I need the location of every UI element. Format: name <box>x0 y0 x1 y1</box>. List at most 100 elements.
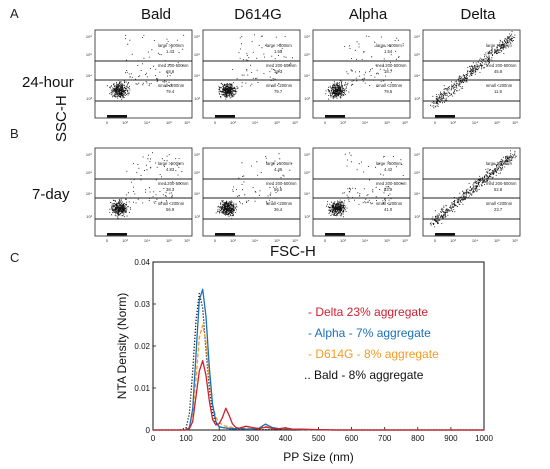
flow-edge-events <box>215 115 235 118</box>
y-tick-label: 0.04 <box>134 258 150 267</box>
flow-x-tick: 10⁶ <box>184 238 190 243</box>
legend-entry-delta: - Delta 23% aggregate <box>308 305 429 319</box>
flow-x-tick: 10⁶ <box>292 238 298 243</box>
flow-x-tick: 10⁶ <box>402 238 408 243</box>
x-tick-label: 500 <box>312 434 326 443</box>
flow-x-tick: 10⁵ <box>494 120 500 125</box>
gate-label-small: small <200nm <box>486 83 513 88</box>
flow-panel: 10⁶ 10⁵ 10⁴ 10³ 0 10³ 10⁴ 10⁵ 10⁶ large >500nm1.5… <box>304 29 411 125</box>
gate-value-med: 45.8 <box>494 69 503 74</box>
flow-x-tick: 10⁴ <box>362 120 368 125</box>
flow-x-tick: 10⁴ <box>252 120 258 125</box>
flow-panel-frame <box>312 147 411 237</box>
gate-value-large: 1.43 <box>166 49 175 54</box>
flow-edge-events <box>435 115 455 118</box>
panel-letter-a: A <box>10 6 19 21</box>
x-tick-label: 300 <box>246 434 260 443</box>
column-header-delta: Delta <box>460 6 496 23</box>
flow-y-tick: 10⁵ <box>304 52 310 57</box>
flow-scatter-points <box>218 34 293 100</box>
flow-y-tick: 10³ <box>86 96 92 101</box>
flow-x-tick: 10³ <box>230 120 236 125</box>
panel-letter-b: B <box>10 126 19 141</box>
flow-x-tick: 10⁴ <box>472 120 478 125</box>
flow-edge-events <box>325 233 345 236</box>
flow-edge-events <box>215 233 235 236</box>
flow-x-tick: 0 <box>106 120 109 125</box>
flow-edge-events <box>435 233 455 236</box>
flow-y-tick: 10³ <box>414 96 420 101</box>
flow-y-tick: 10⁴ <box>194 191 200 196</box>
flow-x-tick: 0 <box>214 238 217 243</box>
gate-value-med: 38.3 <box>166 187 175 192</box>
flow-panel: 10⁶ 10⁵ 10⁴ 10³ 0 10³ 10⁴ 10⁵ 10⁶ large >500nm1.5… <box>194 29 301 125</box>
flow-x-tick: 10⁵ <box>274 120 280 125</box>
flow-y-tick: 10⁶ <box>86 152 92 157</box>
gate-value-small: 79.5 <box>384 89 393 94</box>
flow-y-tick: 10⁵ <box>86 170 92 175</box>
gate-value-small: 79.7 <box>274 89 283 94</box>
gate-value-med: 52.8 <box>494 187 503 192</box>
flow-scatter-points <box>429 150 517 228</box>
flow-panel-frame <box>312 29 411 119</box>
flow-scatter-points <box>430 31 516 109</box>
flow-y-tick: 10⁶ <box>414 152 420 157</box>
flow-y-tick: 10⁴ <box>86 191 92 196</box>
flow-x-tick: 0 <box>106 238 109 243</box>
gate-value-small: 56.9 <box>166 207 175 212</box>
nta-density-chart: 0 100 200 300 400 500 600 700 800 900 1000 0 0.01 0.0… <box>115 258 493 464</box>
gate-label-med: med 200-500nm <box>376 63 407 68</box>
series-line <box>153 360 484 431</box>
flow-y-tick: 10³ <box>86 214 92 219</box>
flow-x-tick: 0 <box>214 120 217 125</box>
flow-y-tick: 10⁶ <box>304 34 310 39</box>
flow-x-tick: 10⁶ <box>512 238 518 243</box>
column-header-d614g: D614G <box>234 6 282 23</box>
row-header-7-day: 7-day <box>32 186 70 203</box>
gate-label-large: large >500nm <box>158 161 184 166</box>
gate-label-med: med 200-500nm <box>266 181 297 186</box>
flow-scatter-points <box>215 153 293 220</box>
gate-value-small: 79.4 <box>166 89 175 94</box>
flow-y-tick: 10⁴ <box>86 73 92 78</box>
flow-x-tick: 10⁵ <box>384 238 390 243</box>
flow-x-tick: 10³ <box>230 238 236 243</box>
flow-y-tick: 10³ <box>194 96 200 101</box>
gate-value-small: 41.0 <box>384 207 393 212</box>
flow-edge-events <box>107 233 127 236</box>
flow-panel: 10⁶ 10⁵ 10⁴ 10³ 0 10³ 10⁴ 10⁵ 10⁶ large >500nm4.4… <box>194 147 301 243</box>
flow-x-tick: 10³ <box>122 238 128 243</box>
flow-y-tick: 10⁵ <box>414 52 420 57</box>
gate-label-large: large >500nm <box>376 161 402 166</box>
row-header-24-hour: 24-hour <box>22 74 74 91</box>
nta-plot-frame <box>152 261 485 431</box>
flow-y-tick: 10⁵ <box>414 170 420 175</box>
gate-value-med: 18.7 <box>384 69 393 74</box>
gate-label-small: small <200nm <box>158 83 185 88</box>
gate-value-small: 23.7 <box>494 207 503 212</box>
x-tick-label: 1000 <box>475 434 493 443</box>
flow-x-tick: 10⁴ <box>252 238 258 243</box>
gate-label-med: med 200-500nm <box>266 63 297 68</box>
flow-edge-events <box>107 115 127 118</box>
flow-x-tick: 10⁶ <box>512 120 518 125</box>
legend-entry-alpha: - Alpha - 7% aggregate <box>308 326 431 340</box>
panel-letter-c: C <box>10 250 20 265</box>
gate-value-large: 22.5 <box>494 167 503 172</box>
flow-x-tick: 10⁶ <box>184 120 190 125</box>
gate-label-large: large >500nm <box>158 43 184 48</box>
gate-label-small: small <200nm <box>158 201 185 206</box>
gate-value-large: 1.53 <box>274 49 283 54</box>
gate-value-large: 4.83 <box>166 167 175 172</box>
flow-y-tick: 10⁵ <box>86 52 92 57</box>
flow-panel: 10⁶ 10⁵ 10⁴ 10³ 0 10³ 10⁴ 10⁵ 10⁶ large >500nm1.4… <box>86 29 193 125</box>
flow-y-tick: 10⁶ <box>86 34 92 39</box>
gate-label-large: large >500nm <box>266 161 292 166</box>
x-tick-label: 0 <box>151 434 156 443</box>
flow-x-tick: 0 <box>324 238 327 243</box>
flow-y-tick: 10⁵ <box>304 170 310 175</box>
flow-x-tick: 10⁴ <box>144 120 150 125</box>
flow-panel: 10⁶ 10⁵ 10⁴ 10³ 0 10³ 10⁴ 10⁵ 10⁶ large >500nm4.8… <box>86 147 193 243</box>
flow-panel-frame <box>202 147 301 237</box>
flow-panel-frame <box>94 147 193 237</box>
